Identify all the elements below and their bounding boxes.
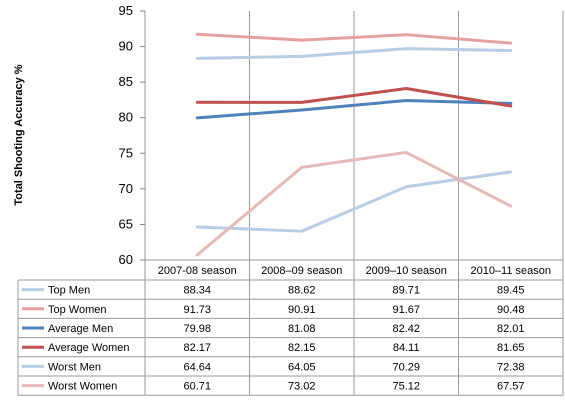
series-line-top-men — [195, 47, 513, 60]
table-cell-value: 64.05 — [288, 361, 316, 373]
table-cell-value: 81.08 — [288, 323, 316, 335]
y-tick-label: 70 — [119, 181, 133, 196]
y-tick-label: 95 — [119, 3, 133, 18]
legend-label: Top Women — [48, 304, 107, 316]
legend-label: Worst Men — [48, 361, 101, 373]
table-cell-value: 72.38 — [497, 361, 525, 373]
series-line-average-men — [195, 98, 513, 120]
y-tick-label: 60 — [119, 252, 133, 267]
table-cell-value: 88.62 — [288, 285, 316, 297]
table-cell-value: 89.71 — [392, 285, 420, 297]
chart-grid — [144, 11, 564, 260]
table-cell-value: 75.12 — [392, 381, 420, 393]
table-cell-value: 60.71 — [183, 381, 211, 393]
y-tick-label: 75 — [119, 145, 133, 160]
y-tick-label: 80 — [119, 110, 133, 125]
x-category-label: 2010–11 season — [470, 265, 551, 277]
table-cell-value: 82.15 — [288, 342, 316, 354]
legend-label: Average Women — [48, 342, 130, 354]
series-line-top-women — [195, 32, 513, 45]
table-cell-value: 89.45 — [497, 285, 525, 297]
data-table: 2007-08 season 2008–09 season 2009–10 seas… — [17, 259, 564, 396]
y-tick-label: 90 — [119, 39, 133, 54]
series-lines — [195, 32, 513, 257]
table-cell-value: 64.64 — [183, 361, 211, 373]
table-cell-value: 82.17 — [183, 342, 211, 354]
y-tick-label: 65 — [119, 216, 133, 231]
table-cell-value: 70.29 — [392, 361, 420, 373]
table-cell-value: 73.02 — [288, 381, 316, 393]
legend-label: Average Men — [48, 323, 113, 335]
x-category-label: 2007-08 season — [158, 265, 237, 277]
legend-label: Top Men — [48, 285, 90, 297]
table-cell-value: 90.48 — [497, 304, 525, 316]
table-cell-value: 90.91 — [288, 304, 316, 316]
table-cell-value: 82.01 — [497, 323, 525, 335]
table-cell-value: 91.67 — [392, 304, 420, 316]
table-cell-value: 82.42 — [392, 323, 420, 335]
y-axis-ticks: 60 65 70 75 80 85 90 95 — [119, 3, 145, 267]
x-category-label: 2009–10 season — [366, 265, 447, 277]
series-line-average-women — [195, 86, 513, 108]
table-cell-value: 91.73 — [183, 304, 211, 316]
table-cell-value: 67.57 — [497, 381, 525, 393]
y-axis-label: Total Shooting Accuracy % — [13, 64, 25, 205]
y-tick-label: 85 — [119, 74, 133, 89]
table-cell-value: 88.34 — [183, 285, 211, 297]
legend-label: Worst Women — [48, 381, 117, 393]
table-cell-value: 84.11 — [393, 342, 420, 354]
series-line-worst-women — [195, 150, 513, 257]
table-cell-value: 79.98 — [183, 323, 211, 335]
x-category-label: 2008–09 season — [261, 265, 342, 277]
table-cell-value: 81.65 — [497, 342, 525, 354]
